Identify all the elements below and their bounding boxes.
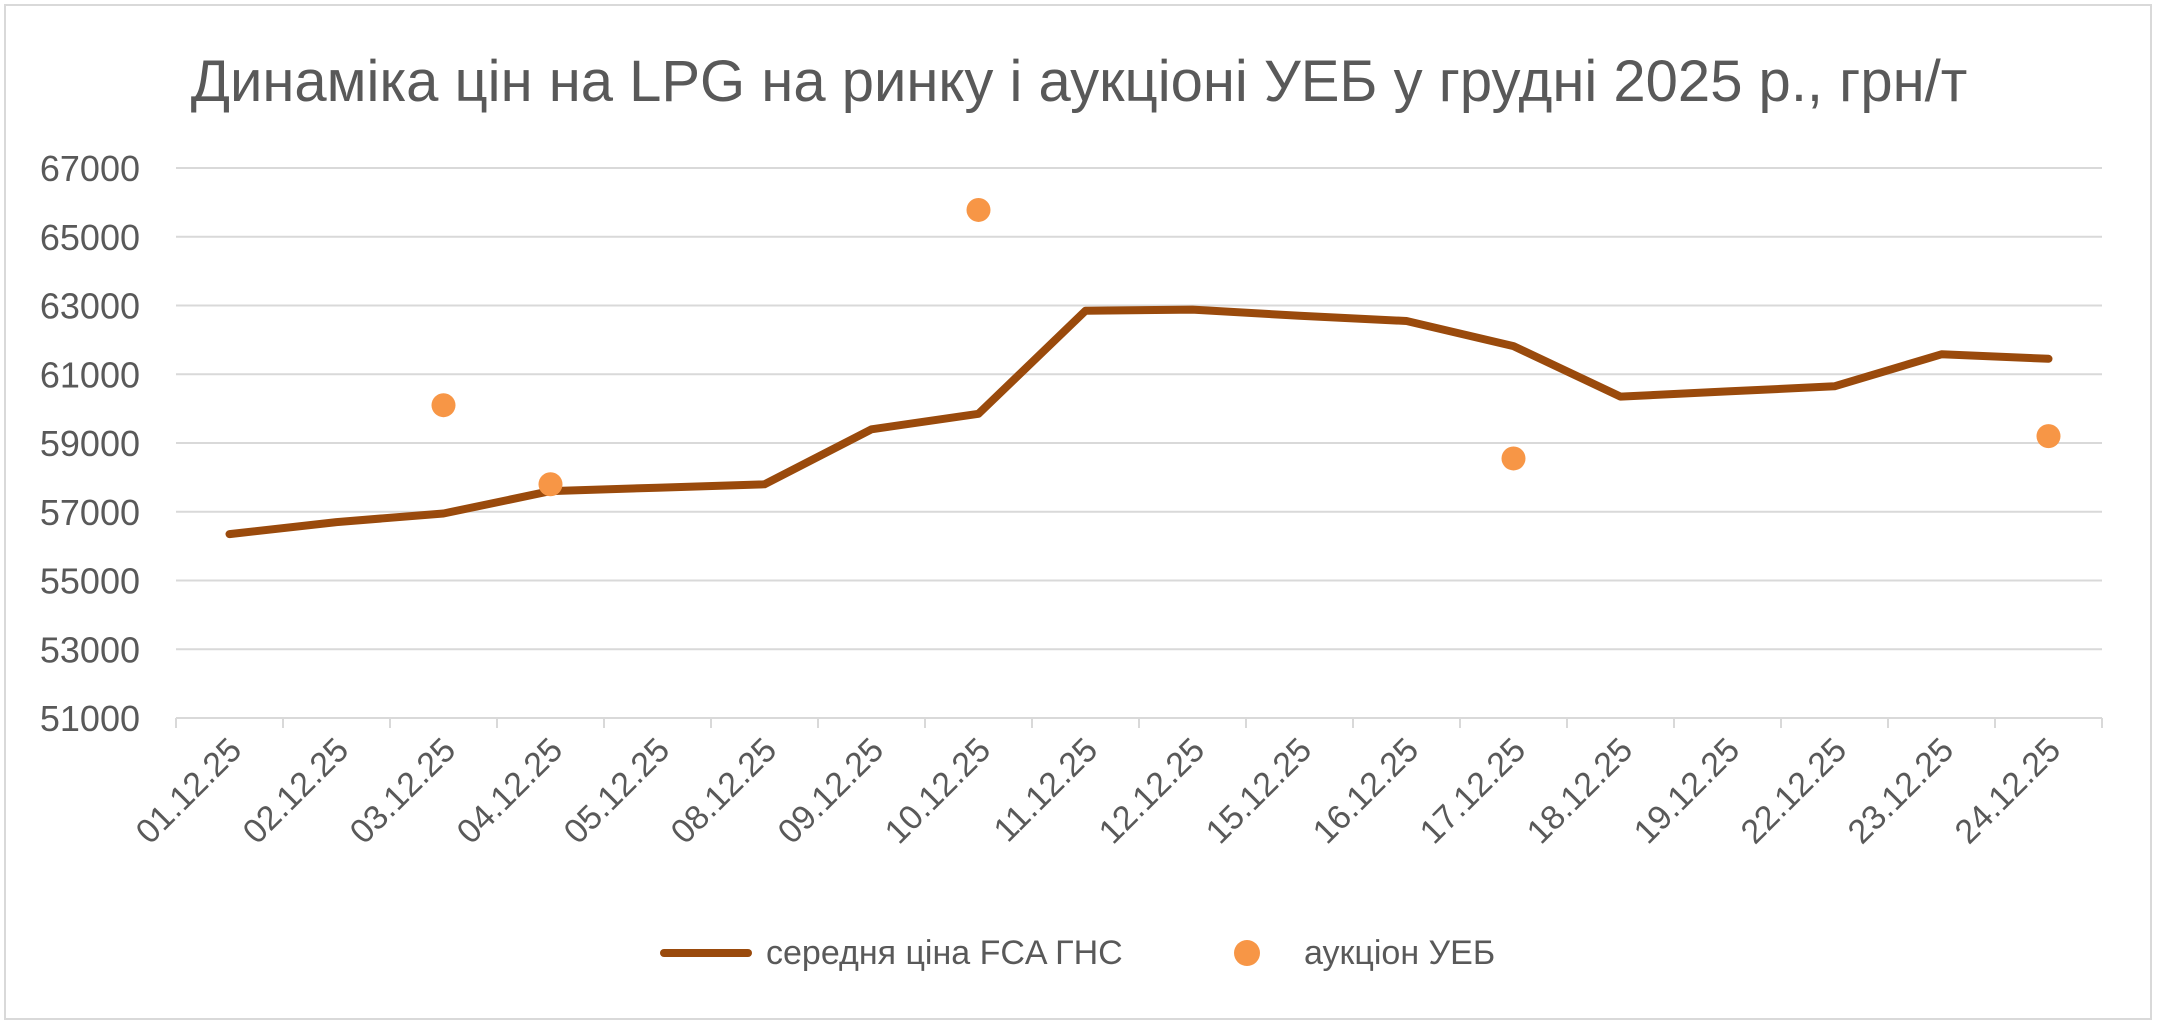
x-tick-label: 19.12.25	[1627, 731, 1747, 851]
x-tick-label: 09.12.25	[771, 731, 891, 851]
series-point-auction	[431, 393, 456, 418]
y-tick-label: 57000	[40, 492, 140, 533]
series-point-auction	[538, 472, 563, 497]
chart-title: Динаміка цін на LPG на ринку і аукціоні …	[190, 49, 1968, 114]
x-tick-label: 16.12.25	[1306, 731, 1426, 851]
y-tick-label: 61000	[40, 354, 140, 395]
y-tick-label: 59000	[40, 423, 140, 464]
series-line-fca	[225, 305, 2053, 539]
x-tick-label: 05.12.25	[557, 731, 677, 851]
y-tick-label: 67000	[40, 148, 140, 189]
x-tick-label: 10.12.25	[878, 731, 998, 851]
legend-line-swatch	[660, 949, 752, 957]
series-point-auction	[1501, 446, 1526, 471]
x-axis	[175, 717, 2103, 728]
x-tick-label: 18.12.25	[1520, 731, 1640, 851]
series-point-auction	[966, 197, 991, 222]
legend-item-scatter: аукціон УЕБ	[1234, 928, 1495, 978]
legend: середня ціна FCA ГНС аукціон УЕБ	[0, 928, 2158, 978]
x-tick-label: 22.12.25	[1734, 731, 1854, 851]
y-axis-tick-labels: 51000 53000 55000 57000 59000 61000 63000 65000…	[40, 148, 140, 739]
gridlines	[176, 167, 2102, 651]
x-tick-label: 11.12.25	[986, 731, 1105, 850]
x-tick-label: 01.12.25	[129, 731, 249, 851]
x-tick-label: 17.12.25	[1413, 731, 1533, 851]
series-layer	[225, 197, 2061, 539]
x-tick-label: 08.12.25	[664, 731, 784, 851]
x-tick-label: 15.12.25	[1199, 731, 1319, 851]
legend-dot-swatch	[1234, 940, 1260, 966]
legend-label-scatter: аукціон УЕБ	[1304, 933, 1496, 972]
x-axis-tick-labels: 01.12.2502.12.2503.12.2504.12.2505.12.25…	[129, 731, 2068, 851]
x-tick-label: 12.12.25	[1092, 731, 1212, 851]
y-tick-label: 63000	[40, 286, 140, 327]
legend-item-line: середня ціна FCA ГНС	[660, 928, 1123, 978]
y-tick-label: 65000	[40, 217, 140, 258]
x-tick-label: 23.12.25	[1841, 731, 1961, 851]
y-tick-label: 55000	[40, 561, 140, 602]
x-tick-label: 24.12.25	[1948, 731, 2068, 851]
y-tick-label: 51000	[40, 698, 140, 739]
legend-label-line: середня ціна FCA ГНС	[766, 933, 1123, 972]
x-tick-label: 03.12.25	[343, 731, 463, 851]
x-tick-label: 04.12.25	[450, 731, 570, 851]
series-point-auction	[2036, 424, 2061, 449]
x-tick-label: 02.12.25	[236, 731, 356, 851]
y-tick-label: 53000	[40, 629, 140, 670]
